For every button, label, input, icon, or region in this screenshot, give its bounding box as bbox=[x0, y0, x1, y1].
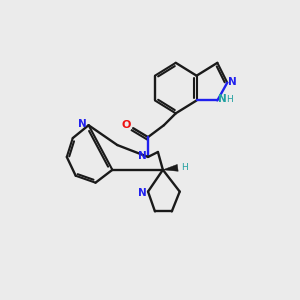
Polygon shape bbox=[163, 164, 178, 171]
Text: N: N bbox=[138, 188, 146, 198]
Text: O: O bbox=[122, 120, 131, 130]
Text: N: N bbox=[138, 151, 146, 161]
Text: N: N bbox=[228, 76, 237, 87]
Text: H: H bbox=[226, 95, 232, 104]
Text: H: H bbox=[181, 163, 188, 172]
Text: N: N bbox=[78, 119, 87, 129]
Text: N: N bbox=[218, 94, 227, 104]
